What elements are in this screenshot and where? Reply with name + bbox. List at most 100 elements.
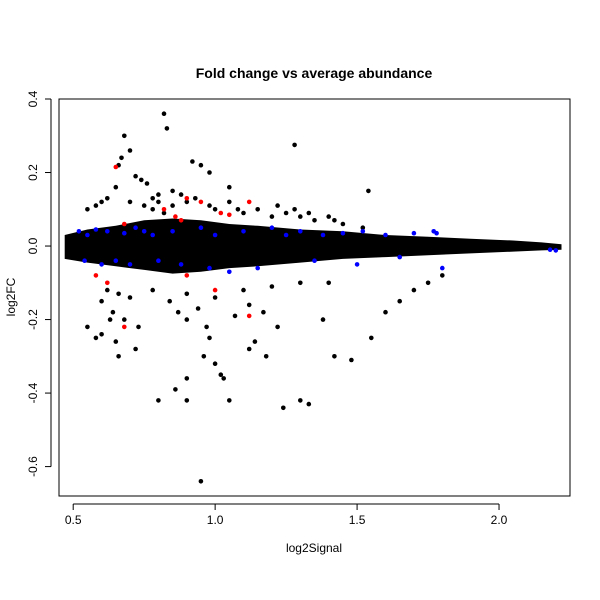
data-point bbox=[349, 357, 354, 363]
data-point bbox=[434, 230, 439, 236]
x-tick-label: 0.5 bbox=[65, 513, 82, 527]
x-tick-label: 2.0 bbox=[491, 513, 508, 527]
data-point bbox=[85, 207, 90, 212]
points-layer bbox=[76, 111, 559, 484]
data-point bbox=[246, 199, 252, 205]
data-point bbox=[85, 232, 90, 238]
data-point bbox=[212, 207, 218, 212]
data-point bbox=[150, 196, 155, 201]
data-point bbox=[312, 218, 317, 223]
data-point bbox=[85, 324, 90, 330]
data-point bbox=[246, 313, 252, 319]
data-point bbox=[141, 203, 147, 208]
data-point bbox=[122, 221, 127, 227]
data-point bbox=[161, 111, 167, 116]
data-point bbox=[212, 232, 218, 238]
data-point bbox=[110, 309, 116, 315]
data-point bbox=[369, 335, 374, 341]
data-point bbox=[99, 262, 104, 267]
data-point bbox=[113, 339, 119, 344]
data-point bbox=[281, 405, 286, 411]
data-point bbox=[105, 229, 110, 234]
data-point bbox=[397, 254, 403, 260]
data-point bbox=[122, 133, 127, 139]
data-point bbox=[193, 196, 198, 201]
y-tick-label: 0.2 bbox=[26, 164, 40, 181]
data-point bbox=[184, 317, 190, 322]
x-tick-label: 1.5 bbox=[349, 513, 366, 527]
data-point bbox=[306, 210, 312, 216]
data-point bbox=[170, 203, 175, 208]
data-point bbox=[218, 372, 224, 378]
data-point bbox=[241, 210, 246, 216]
data-point bbox=[105, 280, 110, 286]
y-tick-label: -0.6 bbox=[26, 456, 40, 477]
data-point bbox=[150, 287, 155, 293]
data-point bbox=[269, 214, 275, 219]
data-point bbox=[119, 155, 124, 161]
data-point bbox=[269, 284, 275, 289]
data-point bbox=[76, 229, 82, 234]
data-point bbox=[232, 313, 238, 319]
data-point bbox=[184, 291, 190, 297]
data-point bbox=[312, 258, 317, 264]
data-point bbox=[184, 196, 190, 201]
data-point bbox=[167, 298, 172, 304]
data-point bbox=[411, 230, 417, 236]
data-point bbox=[93, 203, 99, 208]
data-point bbox=[366, 188, 371, 194]
data-point bbox=[241, 287, 246, 293]
y-axis-label: log2FC bbox=[4, 277, 18, 316]
data-point bbox=[227, 212, 232, 218]
data-point bbox=[241, 229, 246, 234]
data-point bbox=[198, 479, 204, 484]
data-point bbox=[227, 199, 232, 205]
data-point bbox=[164, 126, 170, 131]
data-point bbox=[207, 265, 212, 271]
data-point bbox=[207, 203, 212, 208]
data-point bbox=[218, 210, 224, 216]
data-point bbox=[440, 273, 445, 278]
data-point bbox=[113, 184, 119, 190]
data-point bbox=[263, 354, 269, 359]
data-point bbox=[207, 335, 212, 341]
data-point bbox=[184, 273, 190, 278]
data-point bbox=[105, 196, 110, 201]
data-point bbox=[136, 324, 141, 330]
data-point bbox=[150, 207, 155, 212]
data-point bbox=[133, 173, 138, 179]
data-point bbox=[411, 287, 417, 293]
data-point bbox=[306, 401, 312, 407]
data-point bbox=[227, 269, 232, 275]
data-point bbox=[283, 210, 289, 216]
data-point bbox=[161, 207, 167, 212]
data-point bbox=[354, 262, 360, 267]
data-point bbox=[184, 199, 190, 205]
data-point bbox=[269, 225, 275, 230]
data-point bbox=[116, 291, 121, 297]
data-point bbox=[99, 199, 104, 205]
data-point bbox=[255, 207, 260, 212]
data-point bbox=[553, 248, 559, 253]
data-point bbox=[298, 280, 303, 286]
x-axis: 0.5 1.0 1.5 2.0 bbox=[65, 503, 508, 527]
data-point bbox=[107, 317, 113, 322]
data-point bbox=[292, 207, 297, 212]
data-point bbox=[190, 159, 195, 164]
data-point bbox=[122, 230, 127, 236]
data-point bbox=[298, 214, 303, 219]
data-point bbox=[116, 354, 121, 359]
data-point bbox=[547, 247, 553, 252]
plot-frame bbox=[58, 98, 571, 497]
data-point bbox=[156, 398, 161, 403]
y-tick-label: -0.2 bbox=[26, 309, 40, 330]
data-point bbox=[246, 346, 252, 352]
data-point bbox=[195, 306, 201, 311]
data-point bbox=[332, 218, 337, 223]
data-point bbox=[184, 376, 190, 381]
data-point bbox=[201, 354, 207, 359]
data-point bbox=[82, 258, 87, 264]
data-point bbox=[425, 280, 431, 286]
data-point bbox=[133, 346, 138, 352]
